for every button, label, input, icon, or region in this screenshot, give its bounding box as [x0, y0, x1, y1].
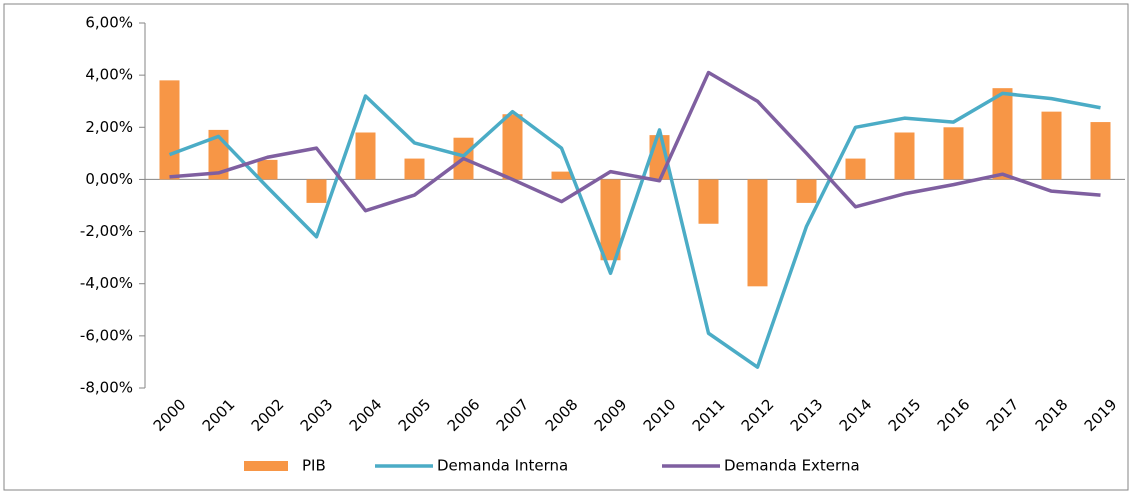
bar — [698, 179, 719, 224]
bar — [257, 159, 278, 180]
bar — [600, 179, 621, 261]
bar — [943, 127, 964, 180]
line — [169, 70, 1101, 213]
legend-label: PIB — [302, 457, 326, 475]
bar — [1090, 122, 1111, 180]
legend-swatch — [244, 461, 288, 471]
bar — [502, 114, 523, 180]
bar — [747, 179, 768, 287]
bar — [992, 88, 1013, 180]
bar — [894, 132, 915, 180]
bar — [159, 80, 180, 180]
y-tick-label: -2,00% — [80, 222, 133, 240]
y-tick-label: 2,00% — [85, 118, 133, 136]
line — [168, 91, 1101, 369]
bar — [306, 179, 327, 203]
y-tick-label: -6,00% — [80, 326, 133, 344]
legend-label: Demanda Interna — [437, 457, 568, 475]
bar — [845, 158, 866, 180]
bar — [404, 158, 425, 180]
legend-label: Demanda Externa — [724, 457, 860, 475]
bar — [1041, 111, 1062, 180]
y-tick-label: 4,00% — [85, 66, 133, 84]
y-tick-label: 6,00% — [85, 14, 133, 32]
y-tick-label: -4,00% — [80, 274, 133, 292]
y-tick-label: -8,00% — [80, 379, 133, 397]
bar — [551, 171, 572, 180]
chart-frame — [3, 3, 1129, 491]
bar — [355, 132, 376, 180]
y-tick-label: 0,00% — [85, 170, 133, 188]
bar — [796, 179, 817, 203]
